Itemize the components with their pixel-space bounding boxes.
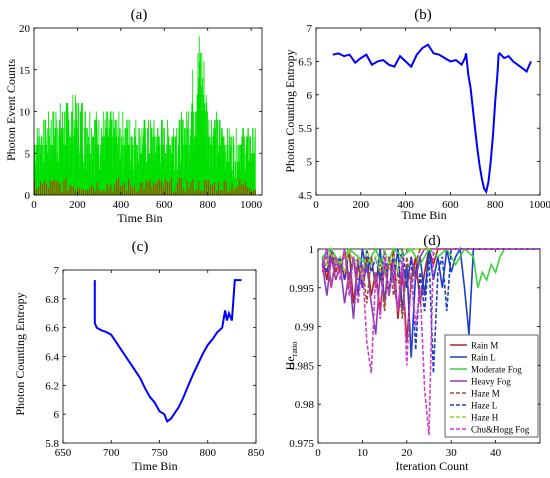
x-tick-label-0-5: 1000 bbox=[240, 199, 263, 211]
legend-label-5: Haze L bbox=[471, 401, 497, 411]
x-tick-label-0-1: 200 bbox=[69, 199, 86, 211]
legend-label-0: Rain M bbox=[471, 341, 498, 351]
y-tick-label-2-1: 6 bbox=[54, 409, 60, 421]
x-tick-label-0-3: 600 bbox=[156, 199, 173, 211]
y-tick-label-2-5: 6.8 bbox=[45, 294, 59, 306]
panel-d-xlabel: Iteration Count bbox=[396, 459, 470, 473]
y-tick-label-2-3: 6.4 bbox=[45, 352, 59, 364]
panel-a-ylabel: Photon Event Counts bbox=[4, 59, 18, 161]
y-tick-label-1-5: 7 bbox=[307, 23, 313, 35]
x-tick-label-2-2: 750 bbox=[151, 447, 168, 459]
panel-b-title: (b) bbox=[414, 7, 432, 23]
legend-label-3: Heavy Fog bbox=[471, 377, 511, 387]
panel-d-ylabel-main: He bbox=[283, 356, 297, 370]
y-tick-label-0-0: 0 bbox=[25, 190, 31, 202]
y-tick-label-1-4: 6.5 bbox=[298, 56, 312, 68]
y-tick-label-3-5: 1 bbox=[309, 244, 315, 256]
y-tick-label-3-3: 0.99 bbox=[295, 322, 315, 334]
x-tick-label-3-0: 0 bbox=[315, 447, 321, 459]
y-tick-label-0-3: 15 bbox=[19, 65, 31, 77]
x-tick-label-0-2: 400 bbox=[113, 199, 130, 211]
x-tick-label-1-4: 800 bbox=[487, 199, 504, 211]
x-tick-label-1-5: 1000 bbox=[529, 199, 550, 211]
y-tick-label-3-4: 0.995 bbox=[289, 283, 314, 295]
x-tick-label-1-3: 600 bbox=[442, 199, 459, 211]
legend-label-7: Chu&Hogg Fog bbox=[471, 425, 530, 435]
y-tick-label-1-0: 4.5 bbox=[298, 190, 312, 202]
y-tick-label-3-1: 0.98 bbox=[295, 399, 315, 411]
panel-a-histogram-bars bbox=[33, 36, 256, 195]
y-tick-label-1-3: 6 bbox=[307, 90, 313, 102]
legend-label-2: Moderate Fog bbox=[471, 365, 522, 375]
x-tick-label-0-4: 800 bbox=[199, 199, 216, 211]
panel-a-red-bars bbox=[34, 177, 256, 195]
x-tick-label-2-1: 700 bbox=[103, 447, 120, 459]
x-tick-label-0-0: 0 bbox=[31, 199, 37, 211]
y-tick-label-2-6: 7 bbox=[54, 265, 60, 277]
x-tick-label-3-2: 20 bbox=[401, 447, 413, 459]
series-line-7 bbox=[321, 248, 540, 436]
panel-d-title: (d) bbox=[423, 233, 441, 249]
entropy-line-1-0 bbox=[332, 43, 532, 195]
y-tick-label-3-0: 0.975 bbox=[289, 438, 314, 450]
legend-box bbox=[444, 334, 539, 438]
panel-a-title: (a) bbox=[131, 7, 148, 23]
x-tick-label-1-0: 0 bbox=[313, 199, 319, 211]
panel-c-title: (c) bbox=[132, 239, 149, 255]
panel-c-ylabel: Photon Counting Entropy bbox=[13, 292, 27, 415]
x-tick-label-1-1: 200 bbox=[353, 199, 370, 211]
x-tick-label-2-4: 850 bbox=[248, 447, 265, 459]
svg-text:Heratio: Heratio bbox=[283, 342, 299, 371]
y-tick-label-0-1: 5 bbox=[25, 148, 31, 160]
plot-frame-2 bbox=[62, 269, 257, 444]
panel-d-ylabel: Heratio bbox=[283, 342, 299, 371]
x-tick-label-3-3: 30 bbox=[446, 447, 458, 459]
x-tick-label-3-4: 40 bbox=[490, 447, 502, 459]
plot-frame-1 bbox=[315, 27, 541, 196]
y-tick-label-2-2: 6.2 bbox=[45, 380, 59, 392]
y-tick-label-3-2: 0.985 bbox=[289, 360, 314, 372]
y-tick-label-0-2: 10 bbox=[19, 107, 31, 119]
y-tick-label-1-2: 5.5 bbox=[298, 123, 312, 135]
y-tick-label-0-4: 20 bbox=[19, 23, 31, 35]
x-tick-label-1-2: 400 bbox=[397, 199, 414, 211]
legend-label-6: Haze H bbox=[471, 413, 499, 423]
panel-b-ylabel: Photon Counting Entropy bbox=[283, 49, 297, 172]
panel-a-xlabel: Time Bin bbox=[117, 211, 162, 225]
x-tick-label-2-0: 650 bbox=[55, 447, 72, 459]
x-tick-label-3-1: 10 bbox=[357, 447, 369, 459]
legend-label-1: Rain L bbox=[471, 353, 496, 363]
panel-c-xlabel: Time Bin bbox=[132, 459, 177, 473]
entropy-line-2-0 bbox=[93, 279, 242, 423]
y-tick-label-2-0: 5.8 bbox=[45, 438, 59, 450]
panel-b-xlabel: Time Bin bbox=[401, 208, 446, 222]
legend-label-4: Haze M bbox=[471, 389, 500, 399]
y-tick-label-2-4: 6.6 bbox=[45, 323, 59, 335]
x-tick-label-2-3: 800 bbox=[200, 447, 217, 459]
y-tick-label-1-1: 5 bbox=[307, 157, 313, 169]
panel-d-ylabel-sub: ratio bbox=[290, 342, 299, 357]
